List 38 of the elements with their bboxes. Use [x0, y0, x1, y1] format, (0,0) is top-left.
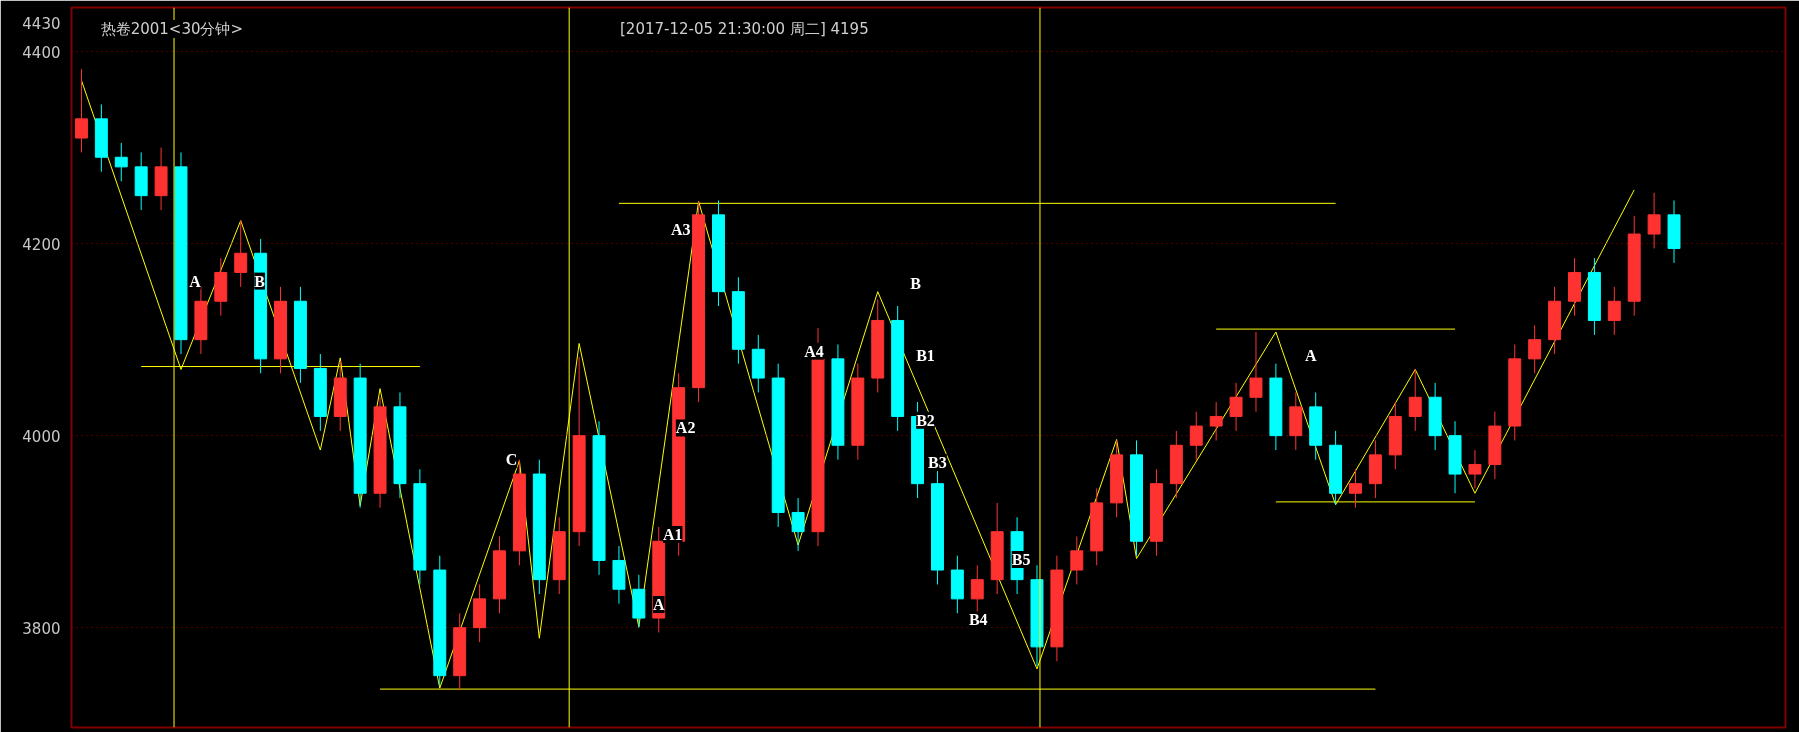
candlestick: [1607, 286, 1621, 336]
y-tick-label: 3800: [22, 619, 61, 638]
candlestick: [1408, 368, 1422, 432]
candlestick: [114, 142, 128, 182]
annotation: B5: [1011, 551, 1031, 568]
annotation: A1: [662, 526, 683, 544]
candlestick: [1468, 449, 1482, 489]
annotation: A3: [670, 220, 691, 238]
annotation: B2: [916, 411, 935, 429]
annotation: A: [652, 596, 665, 614]
candlestick: [791, 497, 805, 552]
y-tick-label: 4430: [22, 14, 61, 33]
annotation: A2: [675, 419, 696, 437]
candlestick: [1647, 192, 1661, 249]
candlestick: [1349, 468, 1362, 509]
y-tick-label: 4200: [22, 235, 61, 254]
annotation: C: [505, 451, 518, 469]
annotation: B: [254, 272, 266, 290]
text: 热卷2001<30分钟>: [100, 20, 244, 39]
annotation: B4: [968, 611, 988, 629]
annotation: A: [1304, 347, 1317, 365]
candlestick: [234, 220, 248, 288]
annotation: B1: [916, 346, 935, 364]
annotation: B3: [928, 454, 947, 472]
candlestick: [970, 564, 984, 614]
candlestick: [1209, 401, 1223, 441]
candlestick: [1189, 411, 1203, 461]
candlestick: [74, 68, 88, 153]
annotation: A: [189, 272, 202, 290]
candlestick: [1229, 382, 1243, 432]
y-tick-label: 4000: [22, 427, 61, 446]
annotation: A4: [804, 342, 824, 360]
annotation: B: [910, 275, 922, 293]
candlestick: [1070, 535, 1084, 585]
y-tick-label: 4400: [22, 43, 61, 62]
candlestick: [1249, 331, 1263, 413]
text: [2017-12-05 21:30:00 周二] 4195: [619, 20, 869, 39]
candlestick: [1528, 324, 1542, 374]
